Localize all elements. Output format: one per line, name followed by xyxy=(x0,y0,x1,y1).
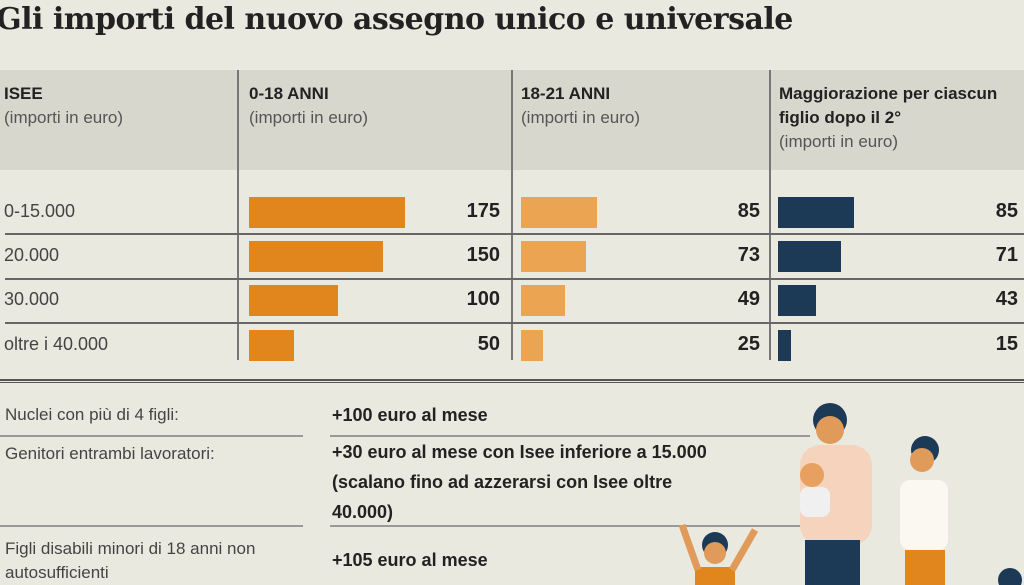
row-separator xyxy=(330,525,810,527)
data-label: 15 xyxy=(995,333,1018,355)
header-18-21: 18-21 ANNI (importi in euro) xyxy=(521,82,640,130)
row-separator xyxy=(0,435,303,437)
data-label: 43 xyxy=(995,288,1018,310)
data-label: 49 xyxy=(737,288,760,310)
row-separator xyxy=(330,435,810,437)
mother-figure xyxy=(900,436,948,585)
bar xyxy=(521,330,544,361)
bar xyxy=(521,197,597,228)
row-separator xyxy=(0,525,303,527)
bar xyxy=(778,330,792,361)
child-figure xyxy=(678,523,759,585)
column-divider xyxy=(769,70,771,360)
data-label: 100 xyxy=(466,288,500,310)
page-title: Gli importi del nuovo assegno unico e un… xyxy=(0,2,793,37)
bar xyxy=(249,330,294,361)
series-name: 18-21 ANNI xyxy=(521,84,611,103)
bar xyxy=(521,241,586,272)
row-label: oltre i 40.000 xyxy=(4,334,109,354)
row-label: 0-15.000 xyxy=(4,201,76,221)
bar xyxy=(521,285,565,316)
baby-figure xyxy=(800,463,830,517)
family-illustration xyxy=(678,403,1022,585)
header-0-18: 0-18 ANNI (importi in euro) xyxy=(249,82,368,130)
header-maggiorazione: Maggiorazione per ciascun figlio dopo il… xyxy=(779,82,1024,154)
header-sub: (importi in euro) xyxy=(779,132,899,151)
bar xyxy=(778,241,842,272)
extra-label: Genitori entrambi lavoratori: xyxy=(5,444,215,463)
header-isee: ISEE (importi in euro) xyxy=(4,82,123,130)
series-name: Maggiorazione per ciascun figlio dopo il… xyxy=(779,84,998,127)
data-label: 71 xyxy=(995,244,1018,266)
pet-figure xyxy=(998,568,1022,585)
data-label: 175 xyxy=(466,200,500,222)
data-label: 85 xyxy=(995,200,1018,222)
series-name: 0-18 ANNI xyxy=(249,84,329,103)
extra-value: +100 euro al mese xyxy=(332,405,488,425)
section-divider xyxy=(0,379,1024,383)
bar xyxy=(778,285,817,316)
row-label: 30.000 xyxy=(4,289,60,309)
bar xyxy=(249,285,338,316)
data-label: 50 xyxy=(477,333,500,355)
extra-label: Figli disabili minori di 18 anni non aut… xyxy=(5,539,256,582)
extra-value: +30 euro al mese con Isee inferiore a 15… xyxy=(332,442,707,522)
extra-label: Nuclei con più di 4 figli: xyxy=(5,405,179,424)
row-label: 20.000 xyxy=(4,245,60,265)
row-divider xyxy=(5,233,1024,235)
header-sub: (importi in euro) xyxy=(249,108,369,127)
header-label: ISEE xyxy=(4,84,43,103)
row-divider xyxy=(5,322,1024,324)
data-label: 73 xyxy=(737,244,760,266)
extra-value: +105 euro al mese xyxy=(332,550,488,570)
bar xyxy=(249,241,383,272)
header-sub: (importi in euro) xyxy=(521,108,641,127)
row-divider xyxy=(5,278,1024,280)
bar xyxy=(249,197,405,228)
column-divider xyxy=(237,70,239,360)
bar xyxy=(778,197,854,228)
data-label: 150 xyxy=(466,244,500,266)
data-label: 85 xyxy=(737,200,760,222)
data-label: 25 xyxy=(737,333,760,355)
header-sub: (importi in euro) xyxy=(4,108,124,127)
column-divider xyxy=(511,70,513,360)
